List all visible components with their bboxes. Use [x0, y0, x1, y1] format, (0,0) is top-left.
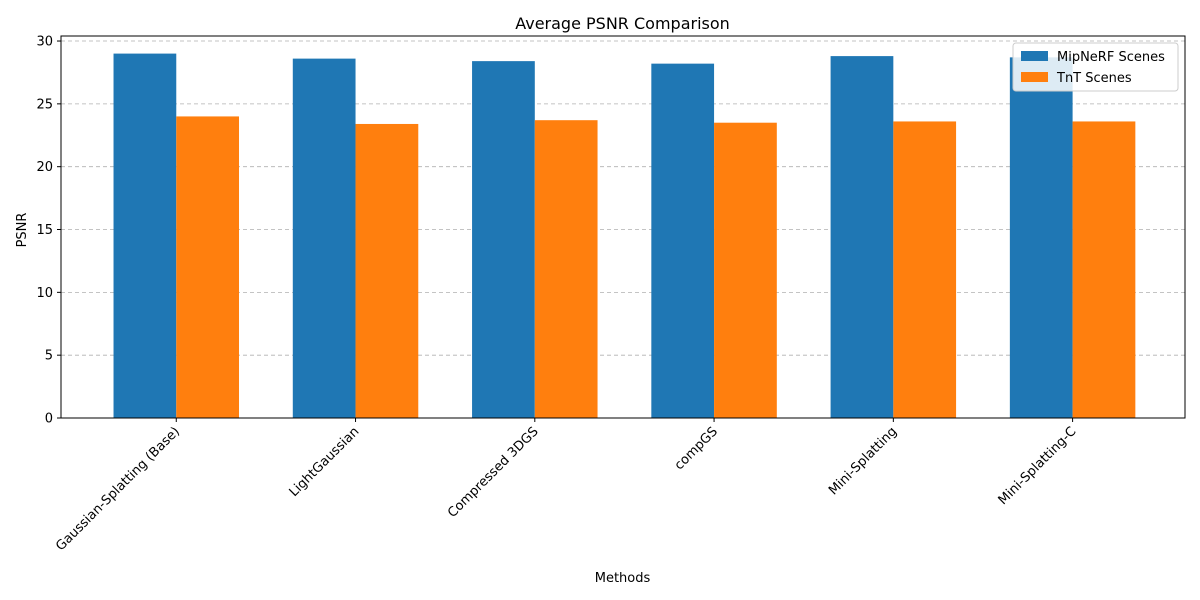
legend-swatch	[1021, 51, 1048, 61]
bar-tnt	[893, 121, 957, 419]
x-tick-label: Compressed 3DGS	[445, 424, 542, 521]
x-tick-label: Mini-Splatting	[826, 424, 900, 498]
bar-mipnerf	[113, 53, 177, 419]
legend: MipNeRF Scenes TnT Scenes	[1012, 42, 1179, 92]
y-tick-label: 0	[45, 412, 53, 427]
chart-title: Average PSNR Comparison	[515, 14, 730, 33]
x-axis-title: Methods	[595, 571, 651, 586]
x-tick-label: Mini-Splatting-C	[996, 424, 1080, 508]
bar-mipnerf	[1009, 57, 1073, 418]
legend-swatch	[1021, 72, 1048, 82]
bar-tnt	[1072, 121, 1136, 419]
bar-mipnerf	[292, 58, 356, 419]
y-tick-label: 5	[45, 349, 53, 364]
x-tick-label: compGS	[672, 424, 721, 473]
y-tick-label: 30	[36, 35, 53, 50]
bar-mipnerf	[472, 61, 535, 418]
legend-label: TnT Scenes	[1056, 71, 1132, 86]
x-tick-label: Gaussian-Splatting (Base)	[53, 424, 183, 554]
y-axis-title: PSNR	[15, 213, 30, 248]
axes-layer	[57, 35, 1186, 422]
y-tick-label: 10	[36, 286, 53, 301]
y-tick-label: 20	[36, 160, 53, 175]
bar-tnt	[176, 116, 240, 418]
y-tick-label: 15	[36, 223, 53, 238]
bar-tnt	[355, 123, 419, 419]
bar-mipnerf	[651, 63, 715, 418]
bar-mipnerf	[830, 56, 894, 419]
bars-layer	[113, 53, 1136, 419]
legend-box	[1012, 42, 1179, 92]
bar-tnt	[534, 120, 598, 418]
x-tick-label: LightGaussian	[287, 424, 363, 500]
plot-frame	[60, 35, 1186, 419]
legend-label: MipNeRF Scenes	[1057, 50, 1165, 65]
y-tick-label: 25	[36, 97, 53, 112]
bar-tnt	[714, 122, 777, 418]
